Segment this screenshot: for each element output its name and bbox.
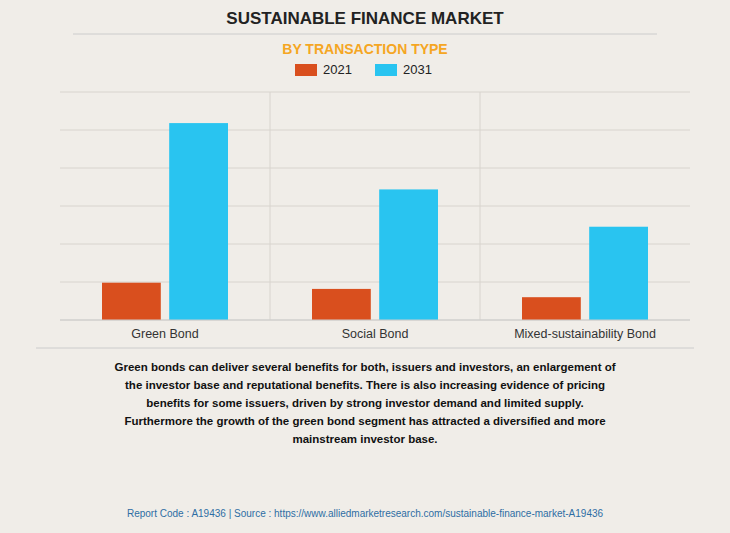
legend: 2021 2031 [295, 62, 432, 77]
bars [102, 123, 648, 320]
category-divider [480, 92, 481, 320]
bar [169, 123, 228, 320]
subtitle: BY TRANSACTION TYPE [282, 41, 447, 57]
bar [312, 289, 371, 320]
grid [60, 92, 690, 320]
bar [589, 227, 648, 320]
body-text: Green bonds can deliver several benefits… [20, 358, 710, 448]
grid-line [60, 130, 690, 131]
bar [379, 189, 438, 320]
bar [102, 283, 161, 320]
x-tick-label: Green Bond [131, 327, 198, 341]
title-rule [73, 34, 657, 35]
x-tick-label: Social Bond [342, 327, 409, 341]
legend-swatch [295, 64, 317, 76]
x-tick-label: Mixed-sustainability Bond [514, 327, 656, 341]
separator [36, 348, 694, 349]
grid-line [60, 206, 690, 207]
legend-label: 2021 [323, 62, 352, 77]
chart: SUSTAINABLE FINANCE MARKET BY TRANSACTION… [0, 0, 730, 533]
bar [522, 297, 581, 320]
grid-line [60, 92, 690, 93]
grid-line [60, 168, 690, 169]
footer-text: Report Code : A19436 | Source : https://… [10, 508, 720, 519]
x-axis [60, 320, 690, 321]
legend-swatch [375, 64, 397, 76]
grid-line [60, 320, 690, 321]
category-divider [270, 92, 271, 320]
title: SUSTAINABLE FINANCE MARKET [226, 9, 504, 28]
legend-label: 2031 [403, 62, 432, 77]
